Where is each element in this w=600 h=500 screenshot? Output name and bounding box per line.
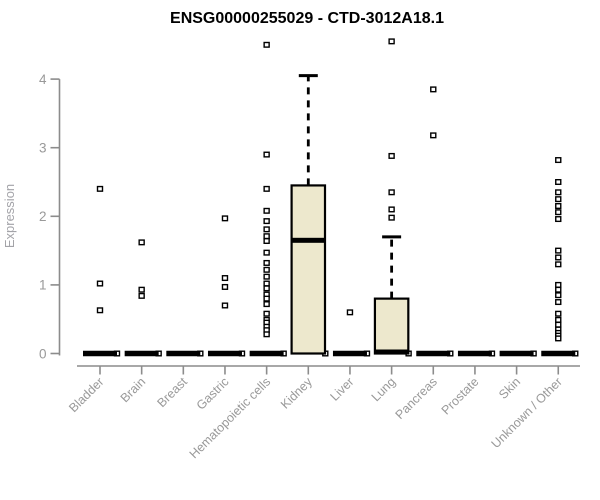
outlier-bladder-2 <box>96 307 104 314</box>
y-tick-label-2: 2 <box>39 209 47 224</box>
x-label-liver: Liver <box>328 375 357 404</box>
y-tick-label-1: 1 <box>39 278 47 293</box>
flat-bar-skin <box>499 350 534 357</box>
median-lung <box>374 349 409 355</box>
outlier-brain-2 <box>138 292 145 299</box>
outlier-lung-1 <box>388 152 395 159</box>
outlier-hematopoietic-cells-6 <box>263 233 270 240</box>
outlier-hematopoietic-cells-17 <box>263 310 270 317</box>
x-label-unknown-other: Unknown / Other <box>489 375 565 451</box>
flat-bar-brain <box>124 350 159 357</box>
outlier-hematopoietic-cells-22 <box>263 331 270 338</box>
flat-bar-gastric <box>207 350 242 357</box>
outlier-unknown-other-3 <box>555 196 562 203</box>
outlier-unknown-other-12 <box>555 292 562 299</box>
outlier-unknown-other-11 <box>555 286 562 293</box>
x-label-gastric: Gastric <box>194 375 232 413</box>
x-label-kidney: Kidney <box>278 374 315 411</box>
outlier-hematopoietic-cells-12 <box>263 280 270 287</box>
median-kidney <box>291 237 325 243</box>
outlier-liver-0 <box>346 309 354 316</box>
x-label-skin: Skin <box>496 375 523 402</box>
outlier-unknown-other-14 <box>555 310 562 317</box>
box-lung <box>373 297 410 355</box>
outlier-lung-2 <box>388 189 395 196</box>
flat-bar-pancreas <box>416 350 451 357</box>
outlier-lung-3 <box>388 206 395 213</box>
x-label-bladder: Bladder <box>66 375 106 415</box>
outlier-gastric-1 <box>221 275 229 282</box>
outlier-brain-0 <box>138 239 145 246</box>
outlier-unknown-other-5 <box>555 209 562 216</box>
flat-bar-bladder <box>83 350 117 357</box>
outlier-bladder-0 <box>96 185 104 192</box>
flat-bar-hematopoietic-cells <box>249 350 284 357</box>
outlier-gastric-0 <box>221 215 229 222</box>
outlier-brain-1 <box>138 286 145 293</box>
x-label-brain: Brain <box>118 375 149 406</box>
flat-bar-breast <box>166 350 201 357</box>
y-tick-label-3: 3 <box>39 141 47 156</box>
outlier-unknown-other-15 <box>555 316 562 323</box>
x-label-lung: Lung <box>369 375 399 405</box>
outlier-hematopoietic-cells-2 <box>263 185 270 192</box>
outlier-unknown-other-8 <box>555 254 562 261</box>
y-axis-title: Expression <box>2 184 17 248</box>
flat-bar-unknown-other <box>541 350 576 357</box>
outlier-hematopoietic-cells-5 <box>263 226 270 233</box>
outlier-unknown-other-20 <box>555 335 562 342</box>
outlier-hematopoietic-cells-13 <box>263 285 270 292</box>
flat-bar-prostate <box>457 350 492 357</box>
x-label-prostate: Prostate <box>439 375 482 418</box>
outlier-unknown-other-0 <box>555 157 562 164</box>
outlier-unknown-other-16 <box>555 321 562 328</box>
y-tick-label-4: 4 <box>39 72 47 87</box>
outlier-hematopoietic-cells-15 <box>263 295 270 302</box>
outlier-lung-0 <box>388 38 395 45</box>
box-kidney <box>290 184 327 355</box>
x-label-pancreas: Pancreas <box>393 375 440 422</box>
outlier-unknown-other-9 <box>555 261 562 268</box>
outlier-hematopoietic-cells-7 <box>263 237 270 244</box>
outlier-hematopoietic-cells-11 <box>263 273 270 280</box>
y-tick-label-0: 0 <box>39 346 47 361</box>
plot-area: 0 1 2 3 4 Bladder Brain Breast GastricHematopoie… <box>39 38 580 462</box>
outlier-hematopoietic-cells-1 <box>263 151 270 158</box>
outlier-bladder-1 <box>96 280 104 287</box>
outlier-lung-4 <box>388 214 395 221</box>
outlier-gastric-2 <box>221 283 229 290</box>
outlier-unknown-other-13 <box>555 299 562 306</box>
outlier-pancreas-0 <box>430 86 437 93</box>
outlier-hematopoietic-cells-16 <box>263 301 270 308</box>
outlier-hematopoietic-cells-0 <box>263 41 270 48</box>
outlier-hematopoietic-cells-3 <box>263 207 270 214</box>
outlier-unknown-other-2 <box>555 189 562 196</box>
flat-bar-liver <box>332 350 367 357</box>
outlier-unknown-other-4 <box>555 203 562 210</box>
outlier-hematopoietic-cells-8 <box>263 249 270 256</box>
outlier-unknown-other-1 <box>555 178 562 185</box>
outlier-gastric-3 <box>221 302 229 309</box>
outlier-pancreas-1 <box>430 132 437 139</box>
x-label-breast: Breast <box>154 374 190 410</box>
outlier-unknown-other-7 <box>555 247 562 254</box>
outlier-hematopoietic-cells-10 <box>263 266 270 273</box>
x-label-hematopoietic-cells: Hematopoietic cells <box>187 375 274 462</box>
outlier-unknown-other-6 <box>555 216 562 223</box>
outlier-unknown-other-10 <box>555 281 562 288</box>
outlier-hematopoietic-cells-4 <box>263 218 270 225</box>
chart-title: ENSG00000255029 - CTD-3012A18.1 <box>170 10 444 27</box>
outlier-hematopoietic-cells-9 <box>263 259 270 266</box>
